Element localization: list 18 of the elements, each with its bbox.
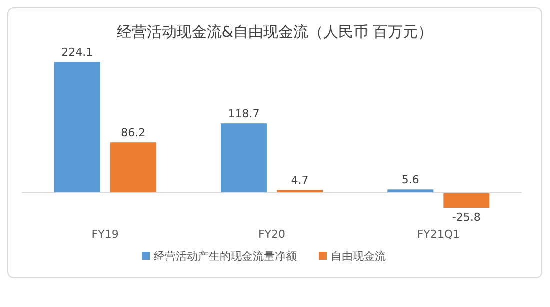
- bar: [444, 192, 490, 208]
- data-label: 5.6: [402, 174, 420, 187]
- data-label: 86.2: [121, 126, 146, 140]
- bar: [388, 190, 434, 193]
- bar: [110, 142, 156, 193]
- data-label: 224.1: [62, 46, 94, 59]
- x-tick-label: FY19: [92, 228, 119, 241]
- x-tick-label: FY20: [258, 228, 286, 241]
- legend-label: 经营活动产生的现金流量净额: [154, 250, 297, 263]
- bar: [221, 124, 267, 193]
- bar: [54, 62, 100, 193]
- data-label: 4.7: [291, 174, 309, 188]
- data-label: -25.8: [452, 211, 481, 224]
- chart-title: 经营活动现金流&自由现金流（人民币 百万元）: [116, 23, 434, 41]
- x-tick-label: FY21Q1: [417, 228, 460, 241]
- data-label: 118.7: [228, 108, 260, 121]
- bar: [277, 190, 323, 193]
- legend-label: 自由现金流: [331, 250, 386, 263]
